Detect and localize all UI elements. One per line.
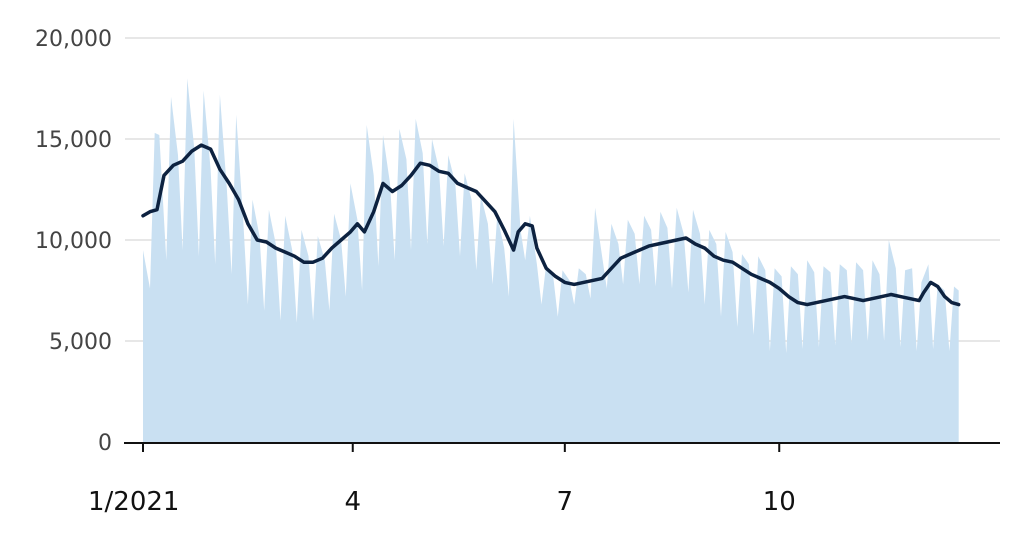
x-axis-ticks: 1/2021 4 7 10 [88,442,796,517]
x-tick-label: 10 [763,487,796,517]
x-tick-label: 7 [557,487,574,517]
y-axis-tick-labels: 0 5,000 10,000 15,000 20,000 [35,27,112,456]
rolling-average-line [141,143,961,307]
y-tick-label: 10,000 [35,229,112,254]
y-tick-label: 5,000 [49,330,112,355]
y-tick-label: 0 [98,431,112,456]
y-tick-label: 15,000 [35,128,112,153]
x-tick-label: 4 [344,487,361,517]
x-tick-label: 1/2021 [88,487,179,517]
daily-values-area [143,78,959,443]
y-tick-label: 20,000 [35,27,112,52]
